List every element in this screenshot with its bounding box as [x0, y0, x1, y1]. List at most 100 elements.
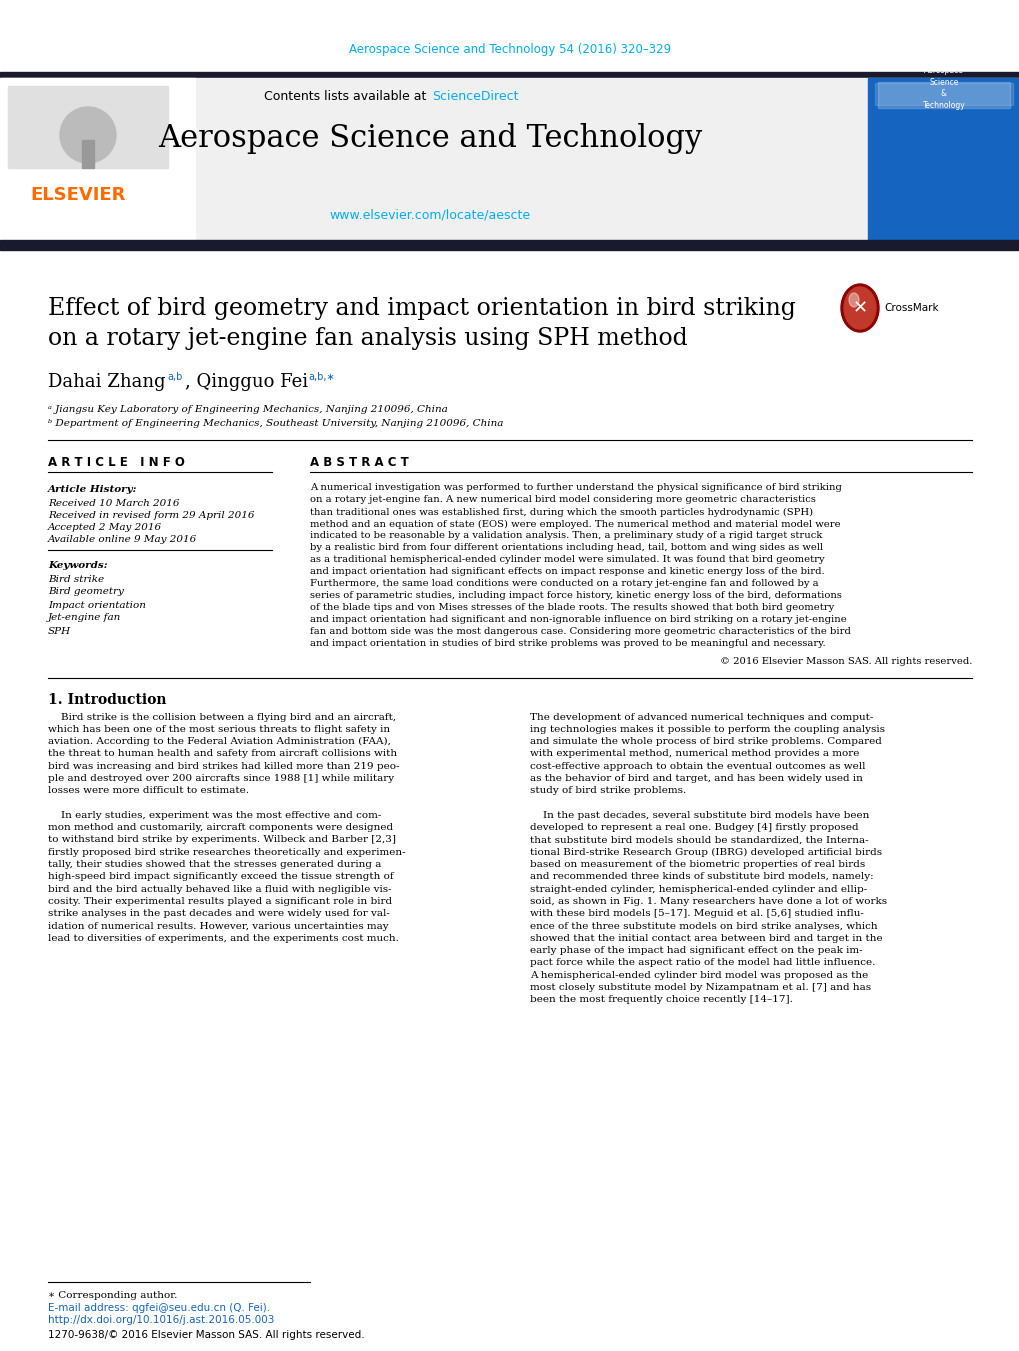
Text: Bird strike: Bird strike: [48, 574, 104, 584]
Text: showed that the initial contact area between bird and target in the: showed that the initial contact area bet…: [530, 934, 881, 943]
Text: early phase of the impact had significant effect on the peak im-: early phase of the impact had significan…: [530, 946, 862, 955]
Text: study of bird strike problems.: study of bird strike problems.: [530, 786, 686, 796]
Text: http://dx.doi.org/10.1016/j.ast.2016.05.003: http://dx.doi.org/10.1016/j.ast.2016.05.…: [48, 1315, 274, 1325]
Text: Article History:: Article History:: [48, 485, 138, 494]
Circle shape: [60, 107, 116, 163]
Text: based on measurement of the biometric properties of real birds: based on measurement of the biometric pr…: [530, 861, 864, 869]
Text: than traditional ones was established first, during which the smooth particles h: than traditional ones was established fi…: [310, 508, 812, 516]
Text: Aerospace
Science
&
Technology: Aerospace Science & Technology: [922, 66, 964, 111]
Text: pact force while the aspect ratio of the model had little influence.: pact force while the aspect ratio of the…: [530, 958, 874, 967]
Text: Bird geometry: Bird geometry: [48, 588, 123, 597]
Text: bird was increasing and bird strikes had killed more than 219 peo-: bird was increasing and bird strikes had…: [48, 762, 399, 770]
Text: ELSEVIER: ELSEVIER: [30, 186, 125, 204]
Text: bird and the bird actually behaved like a fluid with negligible vis-: bird and the bird actually behaved like …: [48, 885, 391, 894]
Text: Effect of bird geometry and impact orientation in bird striking: Effect of bird geometry and impact orien…: [48, 296, 795, 319]
Text: on a rotary jet-engine fan. A new numerical bird model considering more geometri: on a rotary jet-engine fan. A new numeri…: [310, 496, 815, 504]
Text: Aerospace Science and Technology 54 (2016) 320–329: Aerospace Science and Technology 54 (201…: [348, 43, 671, 57]
Text: ing technologies makes it possible to perform the coupling analysis: ing technologies makes it possible to pe…: [530, 724, 884, 734]
Text: Keywords:: Keywords:: [48, 561, 108, 570]
Text: SPH: SPH: [48, 627, 71, 635]
Text: firstly proposed bird strike researches theoretically and experimen-: firstly proposed bird strike researches …: [48, 848, 406, 857]
Text: Received in revised form 29 April 2016: Received in revised form 29 April 2016: [48, 512, 255, 520]
Text: lead to diversities of experiments, and the experiments cost much.: lead to diversities of experiments, and …: [48, 934, 398, 943]
Bar: [867, 78, 1019, 242]
Bar: [0, 240, 1019, 250]
Text: fan and bottom side was the most dangerous case. Considering more geometric char: fan and bottom side was the most dangero…: [310, 627, 850, 636]
Text: indicated to be reasonable by a validation analysis. Then, a preliminary study o: indicated to be reasonable by a validati…: [310, 531, 821, 540]
Text: and impact orientation had significant effects on impact response and kinetic en: and impact orientation had significant e…: [310, 567, 823, 577]
Text: been the most frequently choice recently [14–17].: been the most frequently choice recently…: [530, 996, 792, 1004]
Text: as the behavior of bird and target, and has been widely used in: as the behavior of bird and target, and …: [530, 774, 862, 784]
Bar: [8, 86, 168, 168]
Text: mon method and customarily, aircraft components were designed: mon method and customarily, aircraft com…: [48, 823, 392, 832]
Text: and impact orientation in studies of bird strike problems was proved to be meani: and impact orientation in studies of bir…: [310, 639, 824, 648]
Text: series of parametric studies, including impact force history, kinetic energy los: series of parametric studies, including …: [310, 592, 841, 600]
Text: In the past decades, several substitute bird models have been: In the past decades, several substitute …: [530, 811, 868, 820]
Text: cost-effective approach to obtain the eventual outcomes as well: cost-effective approach to obtain the ev…: [530, 762, 865, 770]
Text: A hemispherical-ended cylinder bird model was proposed as the: A hemispherical-ended cylinder bird mode…: [530, 971, 867, 979]
Text: and simulate the whole process of bird strike problems. Compared: and simulate the whole process of bird s…: [530, 738, 881, 746]
Ellipse shape: [843, 286, 875, 330]
Text: A R T I C L E   I N F O: A R T I C L E I N F O: [48, 455, 184, 469]
Text: Bird strike is the collision between a flying bird and an aircraft,: Bird strike is the collision between a f…: [48, 712, 395, 721]
Text: aviation. According to the Federal Aviation Administration (FAA),: aviation. According to the Federal Aviat…: [48, 738, 390, 746]
Text: high-speed bird impact significantly exceed the tissue strength of: high-speed bird impact significantly exc…: [48, 873, 393, 881]
Text: Jet-engine fan: Jet-engine fan: [48, 613, 121, 623]
Bar: [0, 72, 1019, 78]
Text: the threat to human health and safety from aircraft collisions with: the threat to human health and safety fr…: [48, 750, 396, 758]
Text: soid, as shown in Fig. 1. Many researchers have done a lot of works: soid, as shown in Fig. 1. Many researche…: [530, 897, 887, 907]
Text: method and an equation of state (EOS) were employed. The numerical method and ma: method and an equation of state (EOS) we…: [310, 519, 840, 528]
Text: ple and destroyed over 200 aircrafts since 1988 [1] while military: ple and destroyed over 200 aircrafts sin…: [48, 774, 393, 784]
Text: as a traditional hemispherical-ended cylinder model were simulated. It was found: as a traditional hemispherical-ended cyl…: [310, 555, 823, 565]
Text: by a realistic bird from four different orientations including head, tail, botto: by a realistic bird from four different …: [310, 543, 822, 553]
Text: © 2016 Elsevier Masson SAS. All rights reserved.: © 2016 Elsevier Masson SAS. All rights r…: [719, 658, 971, 666]
Text: Aerospace Science and Technology: Aerospace Science and Technology: [158, 123, 701, 154]
Text: , Qingguo Fei: , Qingguo Fei: [184, 373, 308, 390]
Bar: [82, 141, 94, 168]
Text: A numerical investigation was performed to further understand the physical signi: A numerical investigation was performed …: [310, 484, 841, 493]
Text: ✕: ✕: [852, 299, 867, 317]
Text: on a rotary jet-engine fan analysis using SPH method: on a rotary jet-engine fan analysis usin…: [48, 327, 687, 350]
Text: ence of the three substitute models on bird strike analyses, which: ence of the three substitute models on b…: [530, 921, 876, 931]
Text: a,b,∗: a,b,∗: [308, 372, 334, 382]
Text: 1. Introduction: 1. Introduction: [48, 693, 166, 707]
Text: which has been one of the most serious threats to flight safety in: which has been one of the most serious t…: [48, 724, 389, 734]
Text: In early studies, experiment was the most effective and com-: In early studies, experiment was the mos…: [48, 811, 381, 820]
Text: that substitute bird models should be standardized, the Interna-: that substitute bird models should be st…: [530, 835, 868, 844]
Ellipse shape: [841, 284, 878, 332]
Text: of the blade tips and von Mises stresses of the blade roots. The results showed : of the blade tips and von Mises stresses…: [310, 604, 834, 612]
Text: a,b: a,b: [167, 372, 182, 382]
Text: Furthermore, the same load conditions were conducted on a rotary jet-engine fan : Furthermore, the same load conditions we…: [310, 580, 818, 589]
Text: Impact orientation: Impact orientation: [48, 600, 146, 609]
Text: Contents lists available at: Contents lists available at: [263, 89, 430, 103]
Text: Accepted 2 May 2016: Accepted 2 May 2016: [48, 523, 162, 532]
Text: Available online 9 May 2016: Available online 9 May 2016: [48, 535, 197, 544]
Bar: [0, 78, 1019, 242]
Bar: [0, 78, 195, 242]
Text: cosity. Their experimental results played a significant role in bird: cosity. Their experimental results playe…: [48, 897, 391, 907]
Text: The development of advanced numerical techniques and comput-: The development of advanced numerical te…: [530, 712, 872, 721]
Text: ScienceDirect: ScienceDirect: [432, 89, 518, 103]
Text: tally, their studies showed that the stresses generated during a: tally, their studies showed that the str…: [48, 861, 381, 869]
Text: Received 10 March 2016: Received 10 March 2016: [48, 500, 179, 508]
Text: most closely substitute model by Nizampatnam et al. [7] and has: most closely substitute model by Nizampa…: [530, 984, 870, 992]
Text: E-mail address: qgfei@seu.edu.cn (Q. Fei).: E-mail address: qgfei@seu.edu.cn (Q. Fei…: [48, 1302, 270, 1313]
Text: developed to represent a real one. Budgey [4] firstly proposed: developed to represent a real one. Budge…: [530, 823, 858, 832]
Text: 1270-9638/© 2016 Elsevier Masson SAS. All rights reserved.: 1270-9638/© 2016 Elsevier Masson SAS. Al…: [48, 1329, 364, 1340]
Bar: [877, 82, 1009, 108]
Text: idation of numerical results. However, various uncertainties may: idation of numerical results. However, v…: [48, 921, 388, 931]
Text: losses were more difficult to estimate.: losses were more difficult to estimate.: [48, 786, 249, 796]
Text: Dahai Zhang: Dahai Zhang: [48, 373, 165, 390]
Text: A B S T R A C T: A B S T R A C T: [310, 455, 409, 469]
Text: with these bird models [5–17]. Meguid et al. [5,6] studied influ-: with these bird models [5–17]. Meguid et…: [530, 909, 863, 919]
Text: ∗ Corresponding author.: ∗ Corresponding author.: [48, 1290, 177, 1300]
Text: ᵇ Department of Engineering Mechanics, Southeast University, Nanjing 210096, Chi: ᵇ Department of Engineering Mechanics, S…: [48, 420, 503, 428]
Text: CrossMark: CrossMark: [883, 303, 937, 313]
Ellipse shape: [848, 293, 858, 307]
Text: to withstand bird strike by experiments. Wilbeck and Barber [2,3]: to withstand bird strike by experiments.…: [48, 835, 395, 844]
Text: with experimental method, numerical method provides a more: with experimental method, numerical meth…: [530, 750, 859, 758]
Text: strike analyses in the past decades and were widely used for val-: strike analyses in the past decades and …: [48, 909, 389, 919]
Text: and impact orientation had significant and non-ignorable influence on bird strik: and impact orientation had significant a…: [310, 616, 846, 624]
Text: and recommended three kinds of substitute bird models, namely:: and recommended three kinds of substitut…: [530, 873, 872, 881]
Text: www.elsevier.com/locate/aescte: www.elsevier.com/locate/aescte: [329, 208, 530, 222]
